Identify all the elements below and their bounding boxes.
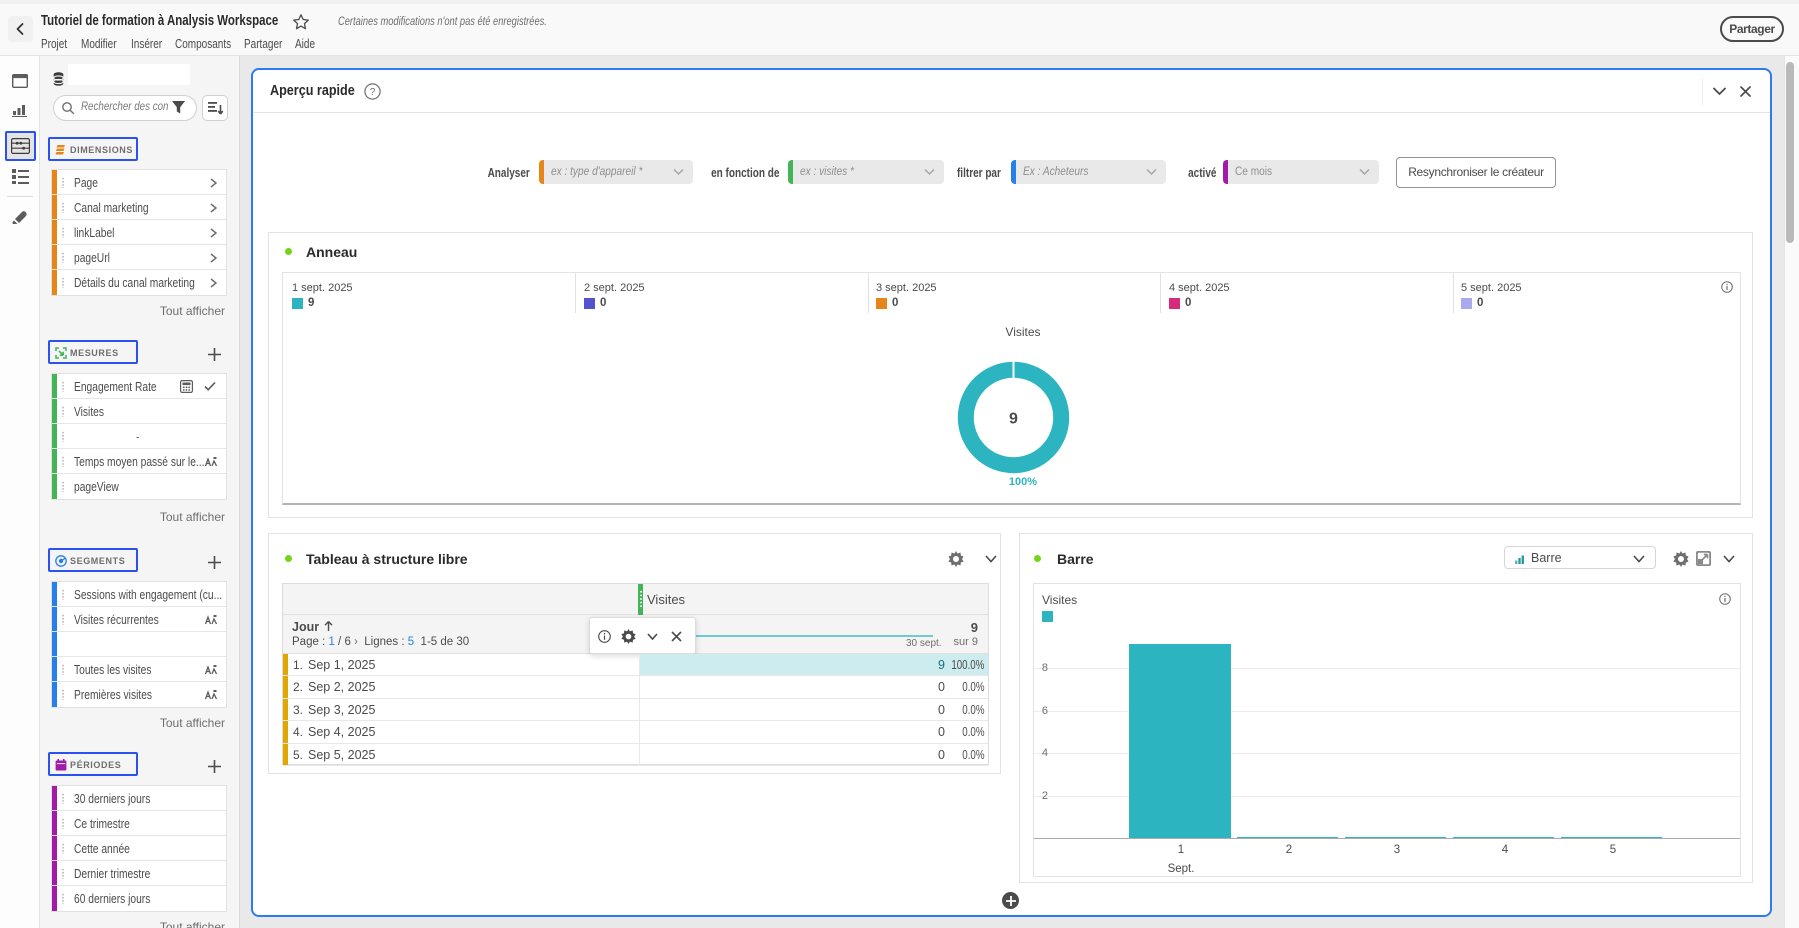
svg-text:?: ? [370,87,376,98]
svg-text:9: 9 [1009,411,1018,428]
